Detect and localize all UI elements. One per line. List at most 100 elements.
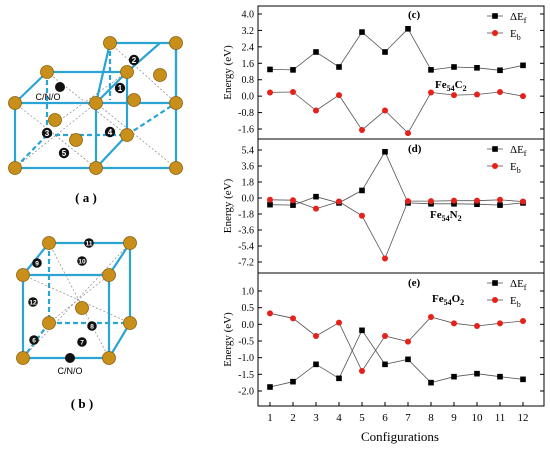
legend-marker-square [492,280,498,286]
legend-subscript: b [517,33,521,42]
fe-atom [8,161,22,175]
interstitial-label: C/N/O [35,92,60,102]
data-point-circle [382,333,388,339]
data-point-circle [267,196,273,203]
y-tick-label: 0.0 [242,194,255,205]
formula-symbol: O [452,293,461,305]
cell-edge [126,42,161,73]
chart-frame [257,5,545,407]
fe-atom [102,268,116,282]
y-axis-title: Energy (eV) [222,45,234,100]
fe-atom [42,316,56,330]
y-tick-label: -0.5 [238,337,254,348]
y-axis-title: Energy (eV) [222,178,234,233]
data-point-square [451,64,457,70]
legend-subscript: f [524,149,527,158]
x-tick-label: 12 [518,412,529,424]
legend-symbol: E [510,295,517,307]
data-point-circle [520,198,526,205]
y-tick-label: 1.8 [242,178,255,189]
panel-label: (c) [408,9,421,21]
site-marker [29,335,39,345]
fe-atom [8,96,22,110]
data-point-square [290,378,296,385]
data-point-square [336,64,342,70]
cell-hidden-edge [22,322,50,359]
data-point-circle [336,319,342,326]
site-number: 11 [86,241,93,248]
data-point-square [474,370,480,377]
data-point-circle [336,198,342,205]
x-tick-label: 5 [359,412,365,424]
label-a: ( a ) [75,190,97,205]
y-tick-label: -7.2 [238,258,254,269]
data-point-circle [405,198,411,205]
data-point-square [382,361,388,368]
x-tick-label: 11 [495,412,506,424]
fe-atom [89,161,103,175]
data-point-circle [474,197,480,204]
formula-symbol: Fe [430,209,442,221]
series-line [269,329,524,388]
cell-edge [95,71,128,104]
series-line [269,312,524,372]
y-tick-label: 0.0 [242,92,255,103]
data-point-circle [451,197,457,204]
legend-symbol: E [510,161,517,173]
formula-symbol: Fe [435,79,447,91]
site-number: 8 [90,324,94,331]
cell-diagonal [22,274,131,324]
cell-hidden-edge [126,102,177,136]
legend-marker-circle [492,297,498,303]
data-point-square [451,200,457,207]
series-line [269,199,524,260]
site-number: 3 [45,129,50,138]
y-tick-label: 1.6 [242,59,255,70]
legend-symbol: E [510,28,517,40]
formula-subscript: 2 [458,214,462,223]
site-number: 7 [80,340,84,347]
data-point-square [267,384,273,390]
site-number: 6 [32,338,36,345]
site-marker [128,54,140,66]
fe-atom [120,128,134,142]
y-tick-label: 0.5 [242,303,255,314]
legend-marker-circle [492,163,498,169]
data-point-square [290,67,296,73]
site-marker [32,258,42,268]
y-tick-label: -1.0 [238,353,254,364]
data-point-square [382,148,388,155]
formula-symbol: N [450,209,458,221]
legend-symbol: ΔE [510,11,524,23]
data-point-circle [359,368,365,374]
cell-diagonal [48,274,110,324]
y-tick-label: 3.6 [242,162,255,173]
fe-atom [75,301,89,315]
data-point-square [267,66,273,73]
data-point-circle [313,333,319,339]
y-tick-label: 0.8 [242,75,255,86]
y-tick-label: 2.4 [242,42,255,53]
x-tick-label: 2 [290,412,296,424]
data-point-square [520,62,526,69]
fe-atom [89,96,103,110]
x-axis-title: Configurations [361,429,439,444]
data-point-square [428,379,434,386]
legend-marker-circle [492,30,498,36]
data-point-circle [359,127,365,134]
site-marker [41,127,53,139]
x-tick-label: 4 [336,412,342,424]
series-line [269,150,524,206]
x-tick-label: 10 [472,412,484,424]
data-point-circle [497,196,503,203]
data-point-circle [497,89,503,96]
cell-diagonal [95,102,177,169]
x-tick-label: 1 [267,412,273,424]
data-point-circle [382,255,388,262]
x-tick-label: 8 [428,412,434,424]
interstitial-atom [65,353,75,363]
formula-subscript: 54 [442,214,450,223]
chart-stack: 4.0 3.2 2.4 1.6 0.8 0.0 -0.8 -1.6 Energy (eV) (c)… [222,5,545,424]
fe-atom [42,236,56,250]
y-tick-label: -1.8 [238,210,254,221]
